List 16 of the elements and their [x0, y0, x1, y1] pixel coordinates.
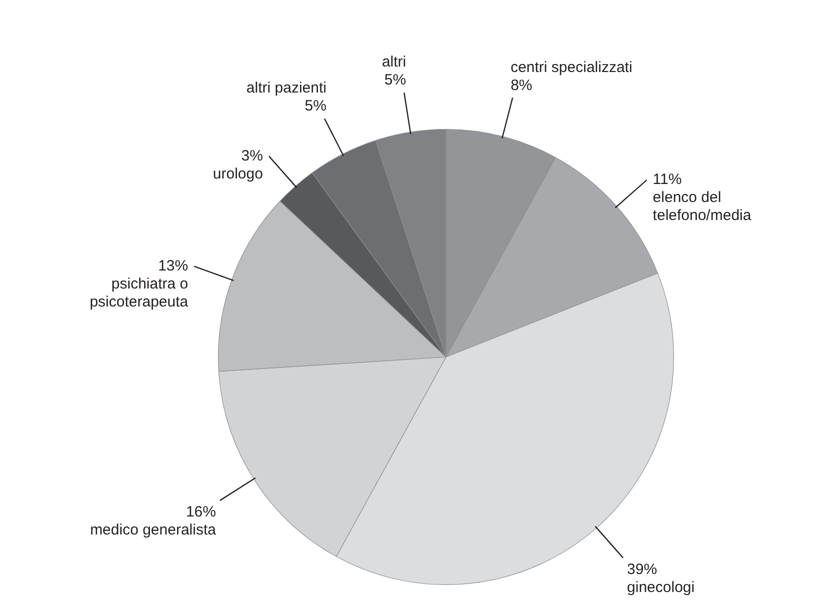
- data-label: 8%: [510, 76, 532, 94]
- slice-label: medico generalista: [90, 522, 217, 539]
- slice-label: psichiatra o psicoterapeuta: [90, 275, 189, 310]
- slice-label: altri: [382, 54, 406, 71]
- slice-label: urologo: [212, 165, 263, 182]
- slice-label: elenco del telefono/media: [652, 189, 752, 224]
- data-label: 3%: [241, 147, 263, 164]
- data-label: 11%: [652, 171, 682, 188]
- slice-label: altri pazienti: [246, 80, 326, 97]
- data-label: 39%: [627, 560, 658, 578]
- slice-label: ginecologi: [627, 578, 695, 596]
- data-label: 5%: [384, 72, 406, 89]
- data-label: 5%: [304, 98, 326, 115]
- data-label: 16%: [186, 504, 216, 521]
- slice-label: centri specializzati: [510, 58, 632, 76]
- data-label: 13%: [158, 257, 188, 274]
